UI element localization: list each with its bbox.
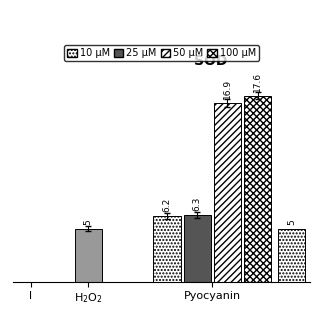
Bar <box>184 215 211 282</box>
Text: 6.3: 6.3 <box>193 197 202 212</box>
Text: 17.6: 17.6 <box>253 72 262 92</box>
Bar <box>75 229 102 282</box>
Text: 5: 5 <box>84 219 93 225</box>
Bar <box>278 229 305 282</box>
Bar <box>214 103 241 282</box>
Legend: 10 μM, 25 μM, 50 μM, 100 μM: 10 μM, 25 μM, 50 μM, 100 μM <box>64 45 259 61</box>
Text: 16.9: 16.9 <box>223 79 232 100</box>
Bar <box>154 216 181 282</box>
Text: 5: 5 <box>287 219 296 225</box>
Bar <box>244 96 271 282</box>
Text: 6.2: 6.2 <box>163 198 172 212</box>
Text: SOD: SOD <box>194 54 227 68</box>
